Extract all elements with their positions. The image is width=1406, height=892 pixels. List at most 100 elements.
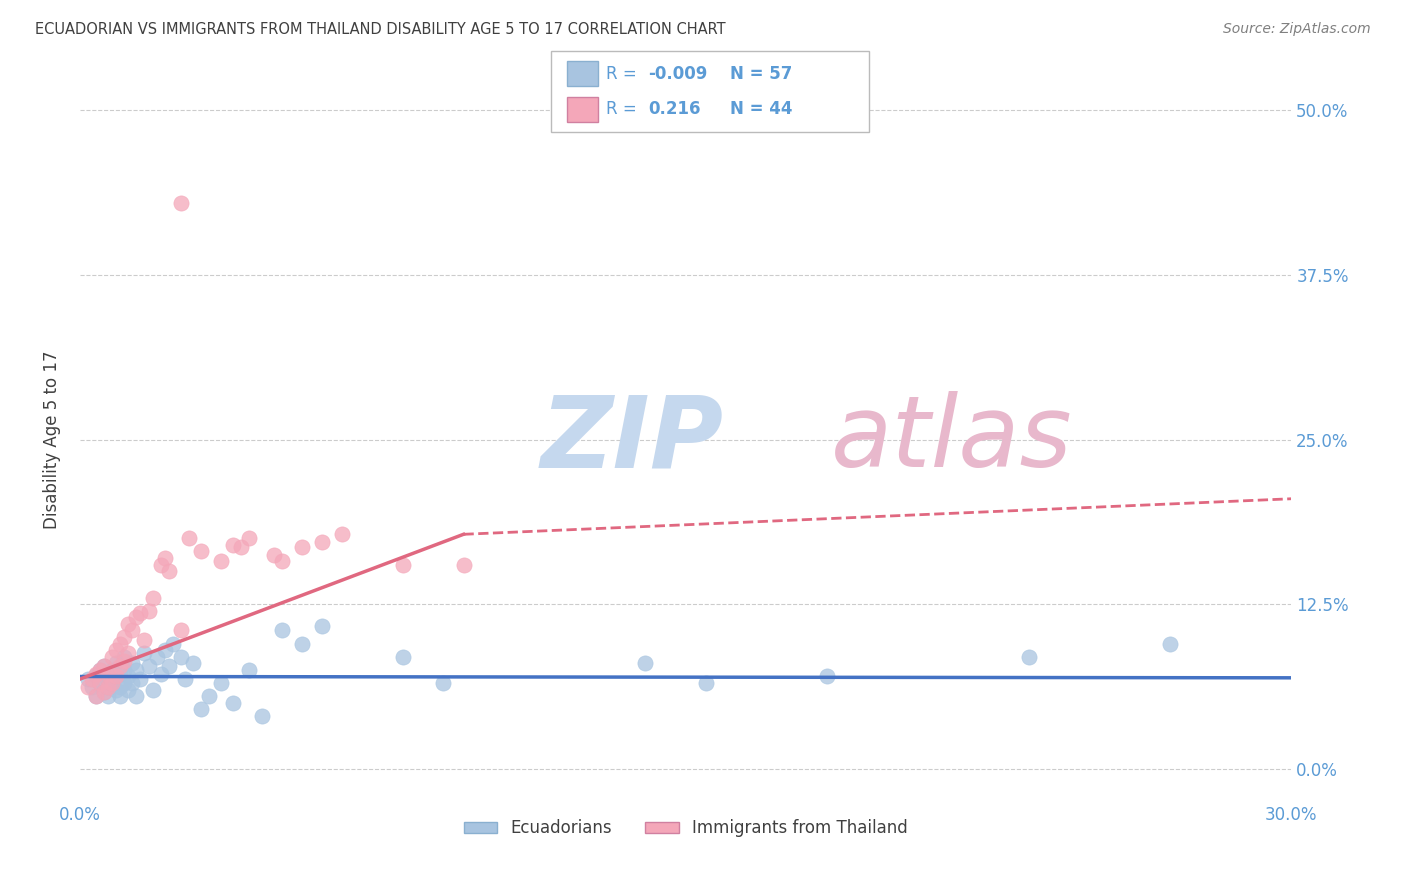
Point: [238, 531, 260, 545]
Point: [97, 666, 120, 681]
Point: [170, 649, 193, 664]
Text: R =: R =: [606, 65, 643, 83]
Point: [117, 646, 139, 660]
Point: [222, 538, 245, 552]
Point: [695, 676, 717, 690]
Point: [222, 696, 245, 710]
Point: [149, 666, 172, 681]
Point: [121, 624, 143, 638]
Point: [93, 672, 115, 686]
Point: [84, 666, 107, 681]
Point: [291, 541, 314, 555]
Point: [250, 709, 273, 723]
Point: [121, 676, 143, 690]
Point: [112, 649, 135, 664]
Point: [105, 657, 128, 671]
Point: [84, 690, 107, 704]
Point: [145, 649, 167, 664]
Point: [129, 672, 152, 686]
Point: [101, 649, 124, 664]
Text: Source: ZipAtlas.com: Source: ZipAtlas.com: [1223, 22, 1371, 37]
Text: -0.009: -0.009: [648, 65, 707, 83]
Point: [134, 632, 156, 647]
Point: [77, 680, 100, 694]
Point: [157, 564, 180, 578]
Text: ECUADORIAN VS IMMIGRANTS FROM THAILAND DISABILITY AGE 5 TO 17 CORRELATION CHART: ECUADORIAN VS IMMIGRANTS FROM THAILAND D…: [35, 22, 725, 37]
Point: [153, 551, 176, 566]
Point: [112, 654, 135, 668]
Y-axis label: Disability Age 5 to 17: Disability Age 5 to 17: [44, 351, 60, 529]
Point: [125, 663, 148, 677]
Point: [149, 558, 172, 572]
Point: [209, 676, 232, 690]
Point: [97, 680, 120, 694]
Point: [392, 649, 415, 664]
Point: [125, 610, 148, 624]
Point: [173, 672, 195, 686]
Text: 0.216: 0.216: [648, 100, 700, 118]
Point: [142, 591, 165, 605]
Point: [105, 643, 128, 657]
Point: [110, 690, 132, 704]
Point: [110, 666, 132, 681]
Point: [97, 680, 120, 694]
Point: [105, 669, 128, 683]
Point: [89, 676, 111, 690]
Point: [80, 672, 103, 686]
Point: [121, 657, 143, 671]
Point: [311, 535, 333, 549]
Point: [117, 669, 139, 683]
Point: [177, 531, 200, 545]
Text: N = 57: N = 57: [730, 65, 792, 83]
Point: [270, 554, 292, 568]
Point: [162, 637, 184, 651]
Point: [97, 666, 120, 681]
Point: [101, 676, 124, 690]
Point: [129, 607, 152, 621]
Point: [112, 676, 135, 690]
Point: [84, 690, 107, 704]
Point: [142, 682, 165, 697]
Point: [330, 527, 353, 541]
Point: [634, 657, 657, 671]
Point: [110, 637, 132, 651]
Point: [93, 659, 115, 673]
Point: [209, 554, 232, 568]
Point: [105, 669, 128, 683]
Point: [270, 624, 292, 638]
Point: [311, 619, 333, 633]
Point: [89, 663, 111, 677]
Point: [190, 544, 212, 558]
Point: [198, 690, 221, 704]
Legend: Ecuadorians, Immigrants from Thailand: Ecuadorians, Immigrants from Thailand: [457, 813, 914, 844]
Point: [110, 680, 132, 694]
Point: [105, 682, 128, 697]
Point: [453, 558, 475, 572]
Point: [112, 630, 135, 644]
Text: N = 44: N = 44: [730, 100, 792, 118]
Point: [432, 676, 454, 690]
Point: [231, 541, 253, 555]
Point: [190, 702, 212, 716]
Point: [815, 669, 838, 683]
Point: [93, 659, 115, 673]
Text: ZIP: ZIP: [540, 391, 723, 488]
Point: [291, 637, 314, 651]
Point: [392, 558, 415, 572]
Point: [77, 672, 100, 686]
Point: [93, 685, 115, 699]
Point: [1159, 637, 1181, 651]
Point: [117, 682, 139, 697]
Point: [125, 690, 148, 704]
Point: [117, 616, 139, 631]
Point: [238, 663, 260, 677]
Point: [112, 663, 135, 677]
Point: [153, 643, 176, 657]
Text: R =: R =: [606, 100, 647, 118]
Point: [80, 680, 103, 694]
Text: atlas: atlas: [831, 391, 1073, 488]
Point: [89, 676, 111, 690]
Point: [263, 549, 285, 563]
Point: [1018, 649, 1040, 664]
Point: [110, 659, 132, 673]
